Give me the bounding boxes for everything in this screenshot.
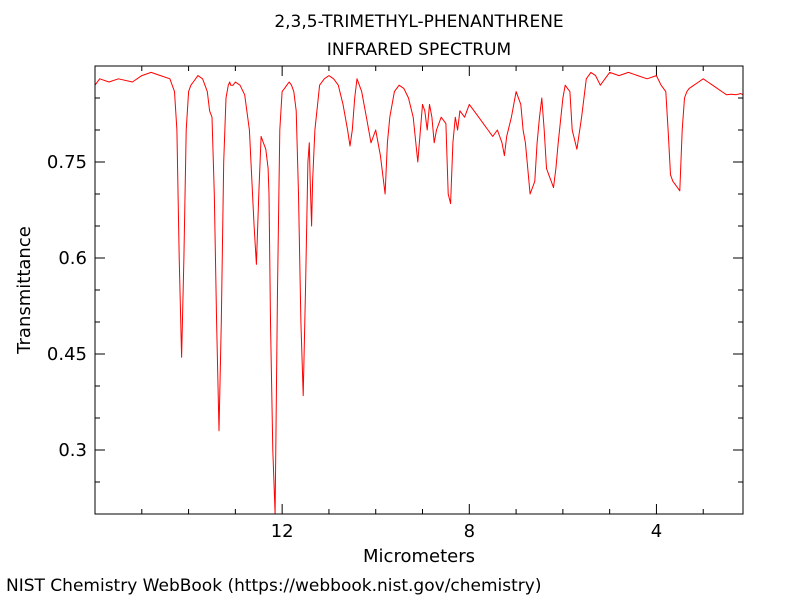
- spectrum-line: [94, 71, 744, 515]
- plot-frame: [94, 65, 744, 515]
- chart-subtitle: INFRARED SPECTRUM: [326, 40, 512, 60]
- y-tick-label: 0.6: [58, 248, 87, 269]
- y-tick-label: 0.75: [47, 152, 87, 173]
- series-layer: [94, 71, 744, 515]
- source-credit: NIST Chemistry WebBook (https://webbook.…: [6, 576, 542, 596]
- y-axis-label: Transmittance: [14, 226, 35, 355]
- x-axis-label: Micrometers: [363, 546, 475, 567]
- x-tick-label: 12: [271, 521, 294, 542]
- y-tick-label: 0.3: [58, 440, 87, 461]
- chart-title: 2,3,5-TRIMETHYL-PHENANTHRENE: [274, 12, 564, 32]
- tick-labels: 12 8 4 0.75 0.6 0.45 0.3: [47, 152, 662, 542]
- x-tick-label: 4: [651, 521, 662, 542]
- x-tick-label: 8: [464, 521, 475, 542]
- axis-ticks: [94, 65, 743, 515]
- y-tick-label: 0.45: [47, 344, 87, 365]
